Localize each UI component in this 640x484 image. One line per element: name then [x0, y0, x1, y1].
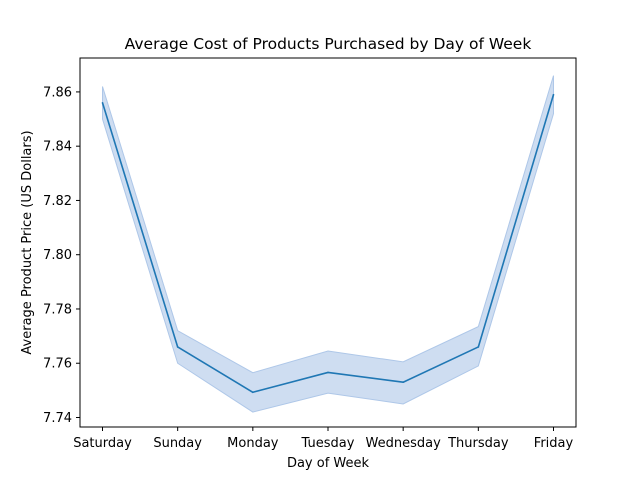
- y-tick-label: 7.82: [43, 194, 72, 209]
- chart-title: Average Cost of Products Purchased by Da…: [125, 35, 532, 53]
- series-line-layer: [101, 93, 555, 394]
- y-tick-label: 7.80: [43, 248, 72, 263]
- data-point-tuesday: [327, 371, 329, 374]
- x-tick-label: Sunday: [153, 436, 202, 451]
- x-tick-label: Wednesday: [366, 436, 442, 451]
- y-tick-label: 7.84: [43, 140, 72, 155]
- y-tick-label: 7.78: [43, 302, 72, 317]
- x-tick-label: Saturday: [73, 436, 132, 451]
- confidence-band-layer: [102, 75, 554, 413]
- data-point-monday: [252, 391, 254, 394]
- data-point-wednesday: [402, 381, 404, 384]
- x-tick-label: Tuesday: [301, 436, 355, 451]
- series-line: [101, 94, 555, 394]
- y-tick-label: 7.74: [43, 411, 72, 426]
- y-tick-label: 7.86: [43, 85, 72, 100]
- x-axis-title: Day of Week: [287, 456, 370, 471]
- data-point-saturday: [101, 101, 104, 104]
- data-point-sunday: [176, 346, 179, 348]
- x-tick-label: Monday: [227, 436, 279, 451]
- y-axis: 7.74 7.76 7.78 7.80 7.82 7.84 7.86: [43, 85, 80, 426]
- y-tick-label: 7.76: [43, 357, 72, 372]
- confidence-band: [102, 75, 554, 413]
- x-tick-label: Friday: [534, 436, 574, 451]
- y-axis-title: Average Product Price (US Dollars): [20, 130, 35, 354]
- data-point-friday: [552, 93, 555, 96]
- x-axis: Saturday Sunday Monday Tuesday Wednesday Thur…: [73, 427, 574, 451]
- data-point-thursday: [477, 346, 480, 348]
- x-tick-label: Thursday: [447, 436, 509, 451]
